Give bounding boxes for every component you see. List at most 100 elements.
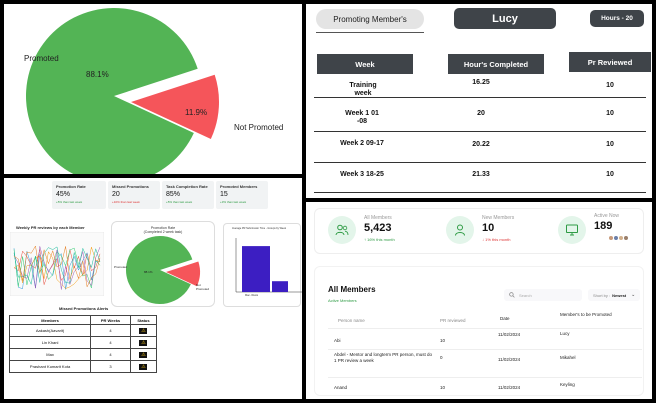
small-pie-title: Promotion Rate (Completed 2 week task)	[143, 226, 183, 234]
col-header-pr: Pr Reviewed	[569, 52, 651, 72]
row-divider	[314, 97, 646, 98]
small-pie-label-promoted: Promoted	[114, 265, 128, 269]
sort-label: Short by :	[593, 292, 611, 298]
kpi-card-promotion-rate: Promotion Rate 45% +5% than last week	[52, 181, 106, 209]
alerts-title: Missed Promotions Alerts	[59, 306, 109, 311]
table-header-row: Members PR Weeks Status	[8, 315, 158, 325]
active-members-link[interactable]: Active Members	[328, 298, 357, 303]
weeks-cell: 4	[90, 324, 131, 337]
stat-label: All Members	[364, 215, 392, 221]
weeks-cell: 4	[90, 348, 131, 361]
status-cell: ⚠	[129, 336, 158, 349]
pr-cell: 10	[606, 82, 614, 89]
stat-sub: ↓ 1% this month	[482, 237, 511, 242]
warning-icon: ⚠	[139, 327, 148, 334]
pr-reviewed: 0	[440, 355, 443, 360]
members-panel: All Members 5,423 ↑ 16% this month New M…	[306, 202, 652, 399]
kpi-title: Task Completion Rate	[166, 184, 208, 189]
kpi-value: 20	[112, 191, 120, 198]
bar-mac-wests	[242, 246, 270, 292]
promoting-members-label: Promoting Member's	[316, 9, 424, 29]
promoted-member: Lucy	[560, 331, 570, 336]
promoted-member: Mikahel	[560, 355, 576, 360]
monitor-icon	[558, 216, 586, 244]
pie-slice-promoted	[26, 8, 198, 174]
active-avatars	[608, 235, 629, 241]
kpi-card-missed: Missed Promotions 20 +10% than last week	[108, 181, 160, 209]
kpi-title: Missed Promotions	[112, 184, 149, 189]
warning-icon: ⚠	[139, 363, 148, 370]
promotion-rate-card: Promotion Rate (Completed 2 week task) P…	[111, 221, 215, 307]
pr-cell: 10	[606, 141, 614, 148]
col-header-hours: Hour's Completed	[448, 54, 544, 74]
small-pie-slice-promoted	[126, 236, 193, 304]
stat-label: Active Now	[594, 213, 620, 219]
avatar	[623, 235, 629, 241]
col-header-name: Person name	[338, 318, 365, 323]
member-cell: Prashant Kumarit Kota	[8, 360, 92, 373]
bar-chart-title: Average PR Submission Time - Groups by W…	[232, 227, 286, 230]
member-name-badge: Lucy	[454, 8, 556, 29]
label-underline	[316, 32, 424, 33]
bar-second	[272, 281, 288, 292]
kpi-value: 85%	[166, 191, 181, 198]
status-cell: ⚠	[129, 324, 158, 337]
col-header-week: Week	[317, 54, 413, 74]
search-icon	[509, 292, 515, 298]
user-icon	[446, 216, 474, 244]
kpi-card-promoted-members: Promoted Members 15 +3% than last week	[216, 181, 268, 209]
promotion-pie-panel: Promoted 88.1% 11.9% Not Promoted	[4, 4, 302, 174]
kpi-card-task-completion: Task Completion Rate 85% +5% than last w…	[162, 181, 214, 209]
person-name: Abi	[334, 338, 341, 343]
table-row: Lin Khanl 4 ⚠	[8, 336, 158, 349]
date: 11/02/2024	[498, 332, 521, 337]
week-cell: Week 1 01 -08	[345, 110, 379, 125]
stat-value: 189	[594, 220, 613, 232]
kpi-sub: +10% than last week	[112, 200, 140, 204]
hours-badge: Hours - 20	[590, 10, 644, 27]
row-divider	[314, 162, 646, 163]
avg-pr-bar-chart	[235, 238, 302, 293]
status-cell: ⚠	[129, 348, 158, 361]
row-divider	[328, 377, 642, 378]
kpi-sub: +5% than last week	[166, 200, 193, 204]
kpi-sub: +5% than last week	[56, 200, 83, 204]
line-series-6	[13, 245, 101, 288]
pr-reviewed: 10	[440, 338, 446, 343]
person-name: Anand	[334, 385, 348, 390]
row-divider	[328, 328, 642, 329]
weeks-cell: 4	[90, 336, 131, 349]
table-row: Prashant Kumarit Kota 3 ⚠	[8, 360, 158, 373]
week-cell: Week 3 18-25	[340, 171, 384, 178]
small-pie-chart	[126, 236, 200, 304]
search-box[interactable]: Search	[504, 289, 582, 301]
pr-cell: 10	[606, 171, 614, 178]
warning-icon: ⚠	[139, 351, 148, 358]
stat-value: 5,423	[364, 222, 392, 234]
row-divider	[314, 192, 646, 193]
kpi-title: Promoted Members	[220, 184, 258, 189]
section-title: All Members	[328, 285, 376, 294]
hours-cell: 16.25	[472, 79, 490, 86]
table-row: Max 4 ⚠	[8, 348, 158, 361]
col-header-pr: PR reviewed	[440, 318, 466, 323]
col-header-promoted: Member's to be Promoted	[560, 312, 612, 317]
small-pie-label-not-promoted: Not Promoted	[196, 283, 210, 291]
col-header: PR Weeks	[90, 315, 131, 325]
members-list-card	[314, 266, 644, 396]
pr-reviewed: 10	[440, 385, 446, 390]
promotion-dashboard-panel: Promotion Rate 45% +5% than last week Mi…	[4, 178, 302, 399]
small-pie-slice-not-promoted	[166, 261, 200, 287]
sort-value: Newest	[612, 292, 627, 298]
users-icon	[328, 216, 356, 244]
hours-cell: 21.33	[472, 171, 490, 178]
status-cell: ⚠	[129, 360, 158, 373]
sort-dropdown[interactable]: Short by : Newest ⌄	[588, 289, 640, 301]
stats-bar	[314, 208, 644, 254]
kpi-title: Promotion Rate	[56, 184, 86, 189]
week-cell: Training week	[349, 82, 377, 97]
hours-cell: 20	[477, 110, 485, 117]
col-header-date: Date	[500, 316, 510, 321]
member-cell: Lin Khanl	[8, 336, 92, 349]
week-cell: Week 2 09-17	[340, 140, 384, 147]
